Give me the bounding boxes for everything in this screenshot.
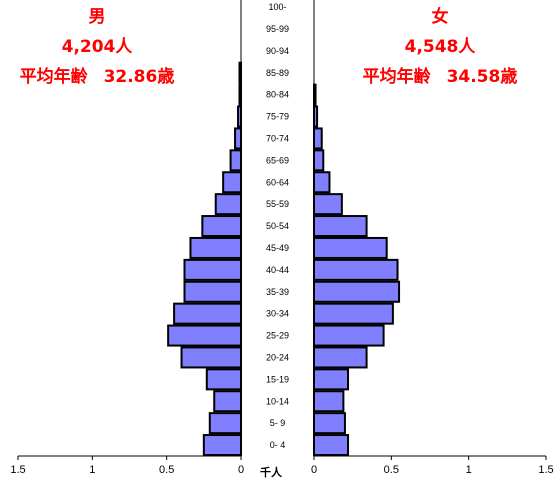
age-label-65-69: 65-69: [266, 155, 289, 165]
male-bar-10-14: [213, 390, 243, 413]
male-bar-0-4: [202, 434, 242, 457]
age-label-70-74: 70-74: [266, 133, 289, 143]
female-bar-70-74: [313, 127, 323, 150]
male-bar-65-69: [229, 149, 243, 172]
male-bar-35-39: [183, 280, 242, 303]
age-label-95-99: 95-99: [266, 24, 289, 34]
female-bars: [313, 83, 401, 457]
x-axis-ticks: 1.5 1 0.5 0 0 0.5 1 1.5: [10, 456, 554, 476]
male-tick-label: 1.5: [10, 464, 25, 476]
female-tick-label: 0: [311, 464, 317, 476]
age-label-55-59: 55-59: [266, 199, 289, 209]
male-bars: [167, 61, 243, 457]
x-axis-unit-label: 千人: [260, 465, 283, 479]
female-bar-50-54: [313, 215, 368, 238]
female-bar-35-39: [313, 280, 401, 303]
female-bar-55-59: [313, 193, 343, 216]
female-bar-0-4: [313, 434, 350, 457]
age-label-75-79: 75-79: [266, 112, 289, 122]
female-bar-60-64: [313, 171, 331, 194]
female-tick-label: 1: [466, 464, 472, 476]
male-tick-label: 0.5: [159, 464, 174, 476]
male-bar-80-84: [238, 83, 243, 106]
female-bar-15-19: [313, 368, 350, 391]
male-bar-20-24: [180, 346, 243, 369]
male-bar-40-44: [183, 258, 242, 281]
male-bar-85-89: [238, 61, 243, 84]
female-bar-5-9: [313, 412, 346, 435]
age-label-85-89: 85-89: [266, 68, 289, 78]
male-bar-60-64: [222, 171, 243, 194]
age-label-40-44: 40-44: [266, 265, 289, 275]
female-total-label: 4,548人: [405, 37, 477, 57]
female-average-age-label: 平均年齢: [363, 66, 432, 87]
age-label-30-34: 30-34: [266, 309, 289, 319]
female-tick-label: 1.5: [538, 464, 553, 476]
male-bar-30-34: [173, 302, 243, 325]
age-label-20-24: 20-24: [266, 352, 289, 362]
age-label-35-39: 35-39: [266, 287, 289, 297]
male-average-age: 平均年齢 32.86歳: [20, 66, 175, 87]
male-tick-label: 1: [89, 464, 95, 476]
male-bar-75-79: [237, 105, 243, 128]
female-bar-65-69: [313, 149, 325, 172]
age-label-0-4: 0- 4: [270, 440, 286, 450]
male-bar-70-74: [234, 127, 242, 150]
age-label-45-49: 45-49: [266, 243, 289, 253]
female-average-age-value: 34.58歳: [447, 66, 518, 87]
female-series-title: 女: [432, 6, 449, 27]
age-label-25-29: 25-29: [266, 331, 289, 341]
male-total-label: 4,204人: [62, 37, 134, 57]
female-bar-20-24: [313, 346, 368, 369]
male-bar-55-59: [214, 193, 243, 216]
age-label-100-: 100-: [268, 2, 286, 12]
female-bar-40-44: [313, 258, 399, 281]
age-label-15-19: 15-19: [266, 374, 289, 384]
female-average-age: 平均年齢 34.58歳: [363, 66, 518, 87]
age-label-50-54: 50-54: [266, 221, 289, 231]
female-bar-25-29: [313, 324, 385, 347]
male-average-age-value: 32.86歳: [104, 66, 175, 87]
female-bar-30-34: [313, 302, 394, 325]
female-bar-75-79: [313, 105, 319, 128]
male-bar-15-19: [205, 368, 243, 391]
age-label-5-9: 5- 9: [270, 418, 286, 428]
male-bar-25-29: [167, 324, 242, 347]
female-bar-80-84: [313, 83, 317, 106]
age-label-60-64: 60-64: [266, 177, 289, 187]
male-series-title: 男: [89, 7, 106, 27]
age-label-90-94: 90-94: [266, 46, 289, 56]
male-bar-45-49: [189, 236, 243, 259]
female-bar-10-14: [313, 390, 345, 413]
age-label-80-84: 80-84: [266, 90, 289, 100]
age-group-labels: 0- 4 5- 9 10-14 15-19 20-24 25-29 30-34 35-39 40…: [266, 2, 289, 450]
female-bar-45-49: [313, 236, 388, 259]
male-bar-5-9: [208, 412, 242, 435]
female-tick-label: 0.5: [384, 464, 399, 476]
male-tick-label: 0: [238, 464, 244, 476]
male-bar-50-54: [201, 215, 242, 238]
age-label-10-14: 10-14: [266, 396, 289, 406]
male-average-age-label: 平均年齢: [20, 66, 89, 87]
